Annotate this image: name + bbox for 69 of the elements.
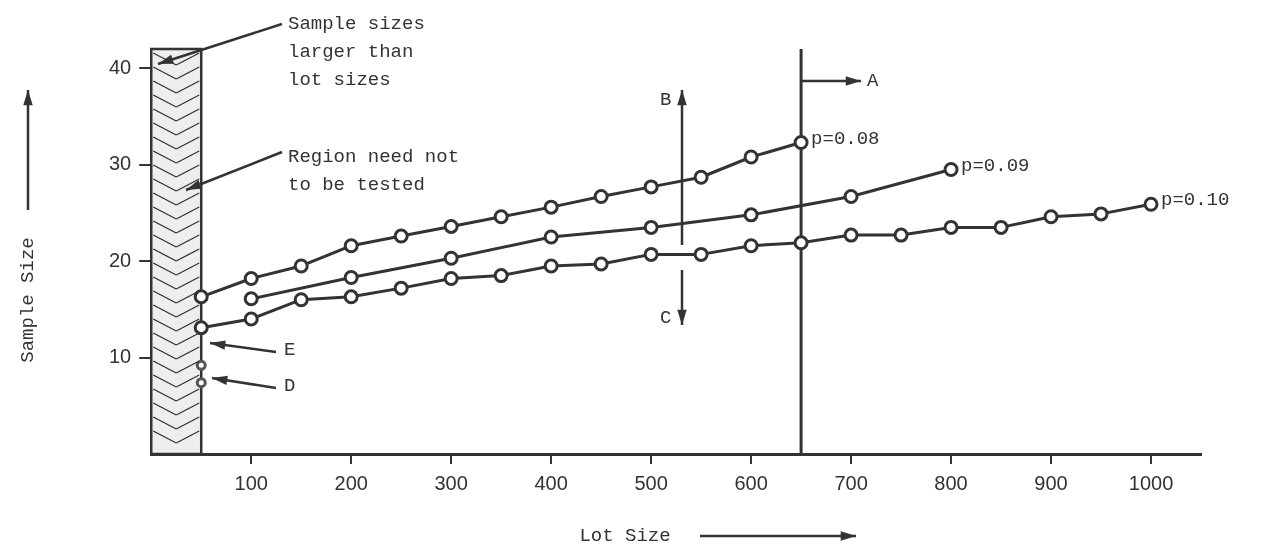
x-tick-label: 200 [334, 471, 368, 494]
point [293, 258, 309, 274]
point [443, 218, 459, 234]
point [243, 271, 259, 286]
x-tick-label: 600 [734, 471, 768, 494]
point [193, 289, 209, 305]
y-tick-label: 30 [109, 152, 132, 175]
x-tick-label: 300 [434, 471, 468, 494]
point [693, 169, 709, 185]
point [393, 280, 409, 296]
annotation: Sample sizes larger than lot sizes [288, 13, 425, 92]
point [743, 238, 759, 254]
ref-line-label: A [867, 70, 880, 93]
x-tick-label: 900 [1034, 471, 1068, 494]
point [1143, 196, 1159, 212]
point [195, 377, 207, 389]
x-tick-label: 800 [934, 471, 968, 494]
point [593, 256, 609, 272]
point [643, 219, 659, 235]
point [293, 292, 309, 308]
x-tick-label: 1000 [1128, 471, 1174, 494]
point [693, 246, 709, 262]
point [393, 228, 409, 244]
point [943, 219, 959, 235]
point [843, 189, 859, 205]
point [943, 162, 959, 178]
x-tick-label: 700 [834, 471, 868, 494]
point [1093, 206, 1109, 222]
point [643, 246, 659, 262]
y-tick-label: 20 [109, 248, 132, 271]
x-tick-label: 100 [234, 471, 268, 494]
series-label: p=0.08 [811, 127, 880, 150]
y-tick-label: 40 [109, 55, 132, 78]
y-axis-title: Sample Size [17, 237, 40, 363]
annotation: E [284, 339, 296, 362]
x-tick-label: 400 [534, 471, 568, 494]
point [343, 270, 359, 286]
point [543, 258, 559, 274]
point [243, 291, 259, 307]
series-label: p=0.10 [1161, 189, 1230, 212]
point [1043, 209, 1059, 225]
x-axis-title: Lot Size [579, 525, 671, 548]
annotation: Region need not to be tested [288, 146, 460, 197]
point [743, 207, 759, 223]
point [543, 199, 559, 215]
point [543, 229, 559, 245]
point [443, 250, 459, 266]
point [743, 149, 759, 165]
point [893, 227, 909, 243]
point [493, 209, 509, 225]
y-tick-label: 10 [109, 345, 132, 368]
point [793, 135, 809, 151]
point [643, 179, 659, 195]
annotation: D [284, 375, 296, 398]
point [493, 268, 509, 284]
point [195, 359, 207, 371]
x-tick-label: 500 [634, 471, 668, 494]
point [243, 311, 259, 327]
series-label: p=0.09 [961, 154, 1030, 177]
point [343, 289, 359, 305]
point [843, 227, 859, 243]
point [593, 189, 609, 205]
point [443, 271, 459, 286]
point [343, 238, 359, 254]
annotation: B [660, 89, 672, 112]
point [193, 320, 209, 336]
point [993, 219, 1009, 235]
point [793, 235, 809, 251]
annotation: C [660, 307, 672, 330]
